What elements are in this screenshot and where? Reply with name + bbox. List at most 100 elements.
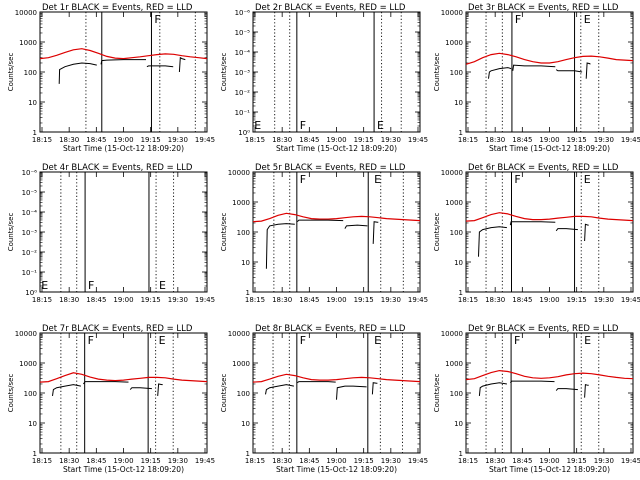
- x-tick-label: 18:45: [299, 457, 319, 465]
- x-tick-label: 18:15: [245, 296, 265, 304]
- y-tick-label: 10⁰: [25, 289, 37, 297]
- y-tick-label: 10000: [15, 330, 37, 338]
- events-series-segment: [555, 228, 578, 232]
- y-tick-label: 1: [33, 129, 37, 137]
- y-tick-label: 100: [24, 390, 37, 398]
- marker-letter: E: [254, 119, 261, 132]
- x-tick-label: 19:30: [381, 296, 401, 304]
- y-tick-label: 1: [459, 129, 463, 137]
- x-tick-label: 19:00: [326, 136, 346, 144]
- y-tick-label: 1: [33, 450, 37, 458]
- x-tick-label: 18:30: [485, 457, 505, 465]
- y-tick-label: 1: [459, 450, 463, 458]
- events-series-segment: [344, 224, 368, 229]
- events-series-segment: [82, 381, 129, 385]
- events-series-segment: [100, 59, 146, 65]
- x-tick-label: 19:45: [195, 457, 215, 465]
- x-tick-label: 18:15: [458, 296, 478, 304]
- x-tick-label: 18:45: [512, 457, 532, 465]
- chart-panel-5: Det 5r BLACK = Events, RED = LLD 1 10 100 10…: [220, 163, 428, 304]
- x-tick-label: 19:30: [168, 136, 188, 144]
- x-tick-label: 19:00: [539, 296, 559, 304]
- marker-letter: E: [377, 119, 384, 132]
- x-tick-label: 19:00: [113, 457, 133, 465]
- events-series-segment: [336, 385, 367, 400]
- x-tick-label: 18:30: [59, 296, 79, 304]
- events-series-segment: [584, 223, 589, 242]
- x-axis-label: Start Time (15-Oct-12 18:09:20): [276, 465, 397, 474]
- y-tick-label: 1000: [232, 360, 250, 368]
- y-tick-label: 1000: [445, 39, 463, 47]
- y-tick-label: 100: [450, 390, 463, 398]
- x-tick-label: 18:15: [32, 296, 52, 304]
- marker-letter: E: [159, 334, 166, 347]
- y-axis-label: Counts/sec: [220, 53, 228, 92]
- y-tick-label: 100: [237, 390, 250, 398]
- events-series-segment: [265, 384, 294, 395]
- events-series-segment: [58, 62, 97, 84]
- lld-series-line: [39, 372, 208, 383]
- x-tick-label: 19:00: [326, 296, 346, 304]
- x-tick-label: 19:45: [408, 296, 428, 304]
- chart-panel-7: Det 7r BLACK = Events, RED = LLD 1 10 100 10…: [7, 324, 215, 474]
- y-tick-label: 10⁻³: [22, 229, 38, 237]
- y-tick-label: 10⁻¹: [235, 109, 251, 117]
- x-tick-label: 19:30: [381, 136, 401, 144]
- panel-title: Det 2r BLACK = Events, RED = LLD: [255, 3, 406, 13]
- marker-letter: F: [88, 334, 94, 347]
- x-tick-label: 19:30: [168, 457, 188, 465]
- x-tick-label: 19:45: [195, 136, 215, 144]
- marker-letter: F: [300, 334, 306, 347]
- chart-panel-9: Det 9r BLACK = Events, RED = LLD 1 10 100 10…: [433, 324, 640, 474]
- events-series-segment: [509, 380, 555, 384]
- x-tick-label: 18:45: [512, 296, 532, 304]
- events-series-segment: [478, 226, 507, 257]
- y-tick-label: 10: [241, 259, 250, 267]
- y-tick-label: 10⁻¹: [22, 269, 38, 277]
- lld-series-line: [465, 212, 634, 222]
- x-tick-label: 19:15: [141, 457, 161, 465]
- x-tick-label: 19:45: [621, 136, 640, 144]
- marker-letter: E: [374, 334, 381, 347]
- y-tick-label: 10000: [228, 330, 250, 338]
- y-tick-label: 1000: [445, 360, 463, 368]
- chart-panel-8: Det 8r BLACK = Events, RED = LLD 1 10 100 10…: [220, 324, 428, 474]
- marker-letter: F: [300, 173, 306, 186]
- marker-letter: F: [515, 13, 521, 26]
- events-series-segment: [478, 382, 507, 396]
- panel-title: Det 4r BLACK = Events, RED = LLD: [42, 163, 193, 173]
- x-tick-label: 19:15: [141, 136, 161, 144]
- panel-title: Det 1r BLACK = Events, RED = LLD: [42, 3, 193, 13]
- events-series-segment: [178, 56, 186, 73]
- panel-title: Det 3r BLACK = Events, RED = LLD: [468, 3, 619, 13]
- marker-letter: E: [41, 279, 48, 292]
- x-tick-label: 18:30: [485, 136, 505, 144]
- events-series-segment: [157, 383, 163, 396]
- events-series-segment: [297, 381, 336, 384]
- y-axis-label: Counts/sec: [433, 213, 441, 252]
- events-series-segment: [296, 219, 344, 223]
- x-tick-label: 18:45: [86, 136, 106, 144]
- x-tick-label: 19:00: [113, 296, 133, 304]
- panel-title: Det 6r BLACK = Events, RED = LLD: [468, 163, 619, 173]
- y-tick-label: 10⁻⁴: [235, 49, 251, 57]
- marker-letter: F: [300, 119, 306, 132]
- x-tick-label: 18:30: [272, 136, 292, 144]
- events-series-segment: [265, 223, 295, 269]
- x-axis-label: Start Time (15-Oct-12 18:09:20): [489, 465, 610, 474]
- x-tick-label: 18:15: [458, 457, 478, 465]
- x-tick-label: 19:00: [113, 136, 133, 144]
- events-series-segment: [509, 221, 556, 226]
- lld-series-line: [465, 369, 634, 381]
- x-tick-label: 19:30: [594, 296, 614, 304]
- x-tick-label: 19:15: [354, 296, 374, 304]
- y-tick-label: 10: [454, 420, 463, 428]
- x-tick-label: 18:45: [86, 296, 106, 304]
- x-tick-label: 18:15: [245, 457, 265, 465]
- events-series-segment: [584, 383, 589, 398]
- y-axis-label: Counts/sec: [433, 374, 441, 413]
- y-tick-label: 10000: [441, 330, 463, 338]
- x-tick-label: 19:45: [408, 457, 428, 465]
